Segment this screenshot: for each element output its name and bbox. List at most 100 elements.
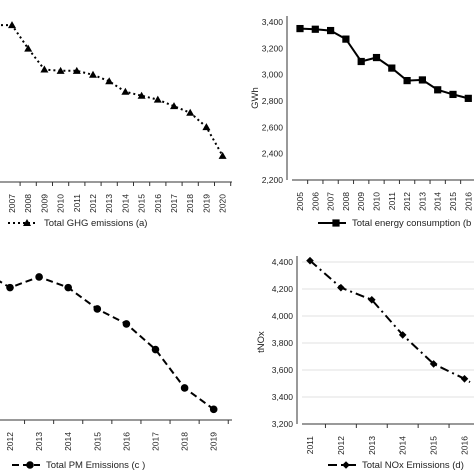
ghg-x-tick-label: 2016	[153, 194, 163, 213]
nox-y-axis-label: tNOx	[256, 331, 267, 353]
nox-data-point	[429, 360, 438, 368]
ghg-x-tick-label: 2013	[104, 194, 114, 213]
panel-pm-emissions: 2012 2013 2014 2015 2016 2017 2018 2019 Total PM…	[0, 273, 232, 471]
ghg-data-point	[186, 108, 195, 116]
pm-data-point	[209, 405, 218, 414]
energy-x-tick-label: 2008	[341, 192, 351, 211]
pm-x-tick-label: 2012	[5, 432, 15, 451]
pm-x-tick-label: 2016	[121, 432, 131, 451]
energy-x-tick-label: 2015	[448, 192, 458, 211]
nox-y-tick-label: 4,400	[272, 257, 294, 267]
nox-legend-label: Total NOx Emissions (d)	[362, 460, 464, 471]
ghg-data-point	[105, 77, 114, 85]
nox-data-point	[460, 374, 469, 383]
energy-y-tick-label: 3,400	[262, 17, 284, 27]
energy-data-point	[372, 53, 381, 62]
ghg-x-tick-label: 2015	[137, 194, 147, 213]
panel-ghg-emissions: 2007 2008 2009 2010 2011 2012 2013 2014 2015 2016…	[0, 21, 232, 229]
nox-y-tick-label: 4,200	[272, 284, 294, 294]
energy-y-tick-label: 2,800	[262, 96, 284, 106]
ghg-data-point	[121, 87, 130, 95]
pm-x-tick-label: 2015	[92, 432, 102, 451]
ghg-x-tick-label: 2019	[201, 194, 211, 213]
nox-data-point	[368, 296, 376, 304]
ghg-x-tick-label: 2011	[72, 194, 82, 213]
pm-x-tick-label: 2014	[63, 432, 73, 451]
nox-legend-marker	[342, 461, 350, 469]
nox-y-tick-label: 3,200	[272, 419, 294, 429]
energy-data-point	[296, 24, 304, 33]
nox-x-tick-label: 2015	[429, 436, 439, 455]
nox-data-point	[398, 331, 407, 339]
panel-energy-consumption: 2,200 2,400 2,600 2,800 3,000 3,200 3,400 2005 2…	[250, 16, 474, 229]
energy-x-tick-label: 2010	[372, 192, 382, 211]
ghg-x-tick-label: 2018	[185, 194, 195, 213]
pm-legend-label: Total PM Emissions (c )	[46, 460, 145, 471]
ghg-x-tick-label: 2020	[218, 194, 228, 213]
energy-data-point	[434, 86, 442, 94]
ghg-x-tick-label: 2014	[120, 194, 130, 213]
energy-y-tick-label: 2,600	[262, 122, 284, 132]
ghg-data-point	[24, 44, 33, 52]
energy-data-point	[327, 26, 335, 35]
energy-x-tick-label: 2009	[356, 192, 366, 211]
energy-data-point	[449, 90, 457, 99]
pm-data-point	[6, 283, 14, 292]
pm-data-point	[180, 384, 189, 392]
ghg-x-tick-label: 2008	[23, 194, 33, 213]
panel-nox-emissions: 3,200 3,400 3,600 3,800 4,000 4,200 4,400 2011 2…	[256, 256, 474, 471]
ghg-x-tick-label: 2012	[88, 194, 98, 213]
ghg-x-tick-label: 2010	[56, 194, 66, 213]
energy-y-tick-label: 2,200	[262, 175, 284, 185]
energy-y-tick-label: 3,000	[262, 70, 284, 80]
ghg-x-tick-label: 2007	[7, 194, 17, 213]
energy-legend-marker	[332, 219, 340, 227]
ghg-data-point	[89, 70, 97, 78]
energy-x-tick-label: 2006	[310, 192, 320, 211]
nox-y-tick-label: 3,800	[272, 338, 294, 348]
energy-data-point	[464, 94, 472, 102]
energy-x-tick-label: 2005	[295, 192, 305, 211]
pm-x-tick-label: 2019	[209, 432, 219, 451]
energy-x-tick-label: 2014	[433, 192, 443, 211]
ghg-x-tick-label: 2017	[169, 194, 179, 213]
pm-data-point	[122, 320, 131, 328]
nox-y-tick-label: 4,000	[272, 311, 294, 321]
energy-data-point	[403, 76, 411, 85]
energy-data-point	[311, 25, 319, 33]
energy-data-point	[342, 35, 350, 43]
energy-y-axis-label: GWh	[250, 87, 261, 109]
ghg-data-point	[56, 66, 65, 74]
ghg-data-point	[170, 102, 178, 110]
pm-x-tick-label: 2013	[34, 432, 44, 451]
nox-data-point	[337, 283, 345, 292]
ghg-data-point	[153, 95, 162, 103]
nox-y-tick-label: 3,400	[272, 392, 294, 402]
ghg-data-point	[202, 123, 211, 131]
ghg-legend-marker	[23, 219, 31, 226]
energy-data-point	[357, 57, 365, 66]
pm-legend-marker	[26, 461, 34, 469]
energy-y-tick-label: 2,400	[262, 149, 284, 159]
nox-x-tick-label: 2014	[398, 436, 408, 455]
energy-x-tick-label: 2007	[326, 192, 336, 211]
energy-x-tick-label: 2011	[387, 192, 397, 211]
nox-x-tick-label: 2013	[367, 436, 377, 455]
pm-x-tick-label: 2017	[151, 432, 161, 451]
ghg-data-point	[8, 21, 16, 29]
ghg-x-tick-label: 2009	[39, 194, 49, 213]
nox-x-tick-label: 2016	[460, 436, 470, 455]
nox-data-point	[306, 256, 314, 265]
energy-y-tick-label: 3,200	[262, 43, 284, 53]
pm-data-point	[93, 305, 102, 313]
energy-x-tick-label: 2013	[417, 192, 427, 211]
ghg-data-point	[40, 65, 49, 73]
pm-data-point	[151, 345, 160, 354]
pm-data-point	[64, 283, 72, 292]
nox-x-tick-label: 2012	[336, 436, 346, 455]
ghg-data-point	[137, 91, 146, 99]
pm-x-tick-label: 2018	[180, 432, 190, 451]
ghg-legend-label: Total GHG emissions (a)	[44, 218, 147, 229]
nox-x-tick-label: 2011	[305, 436, 315, 455]
